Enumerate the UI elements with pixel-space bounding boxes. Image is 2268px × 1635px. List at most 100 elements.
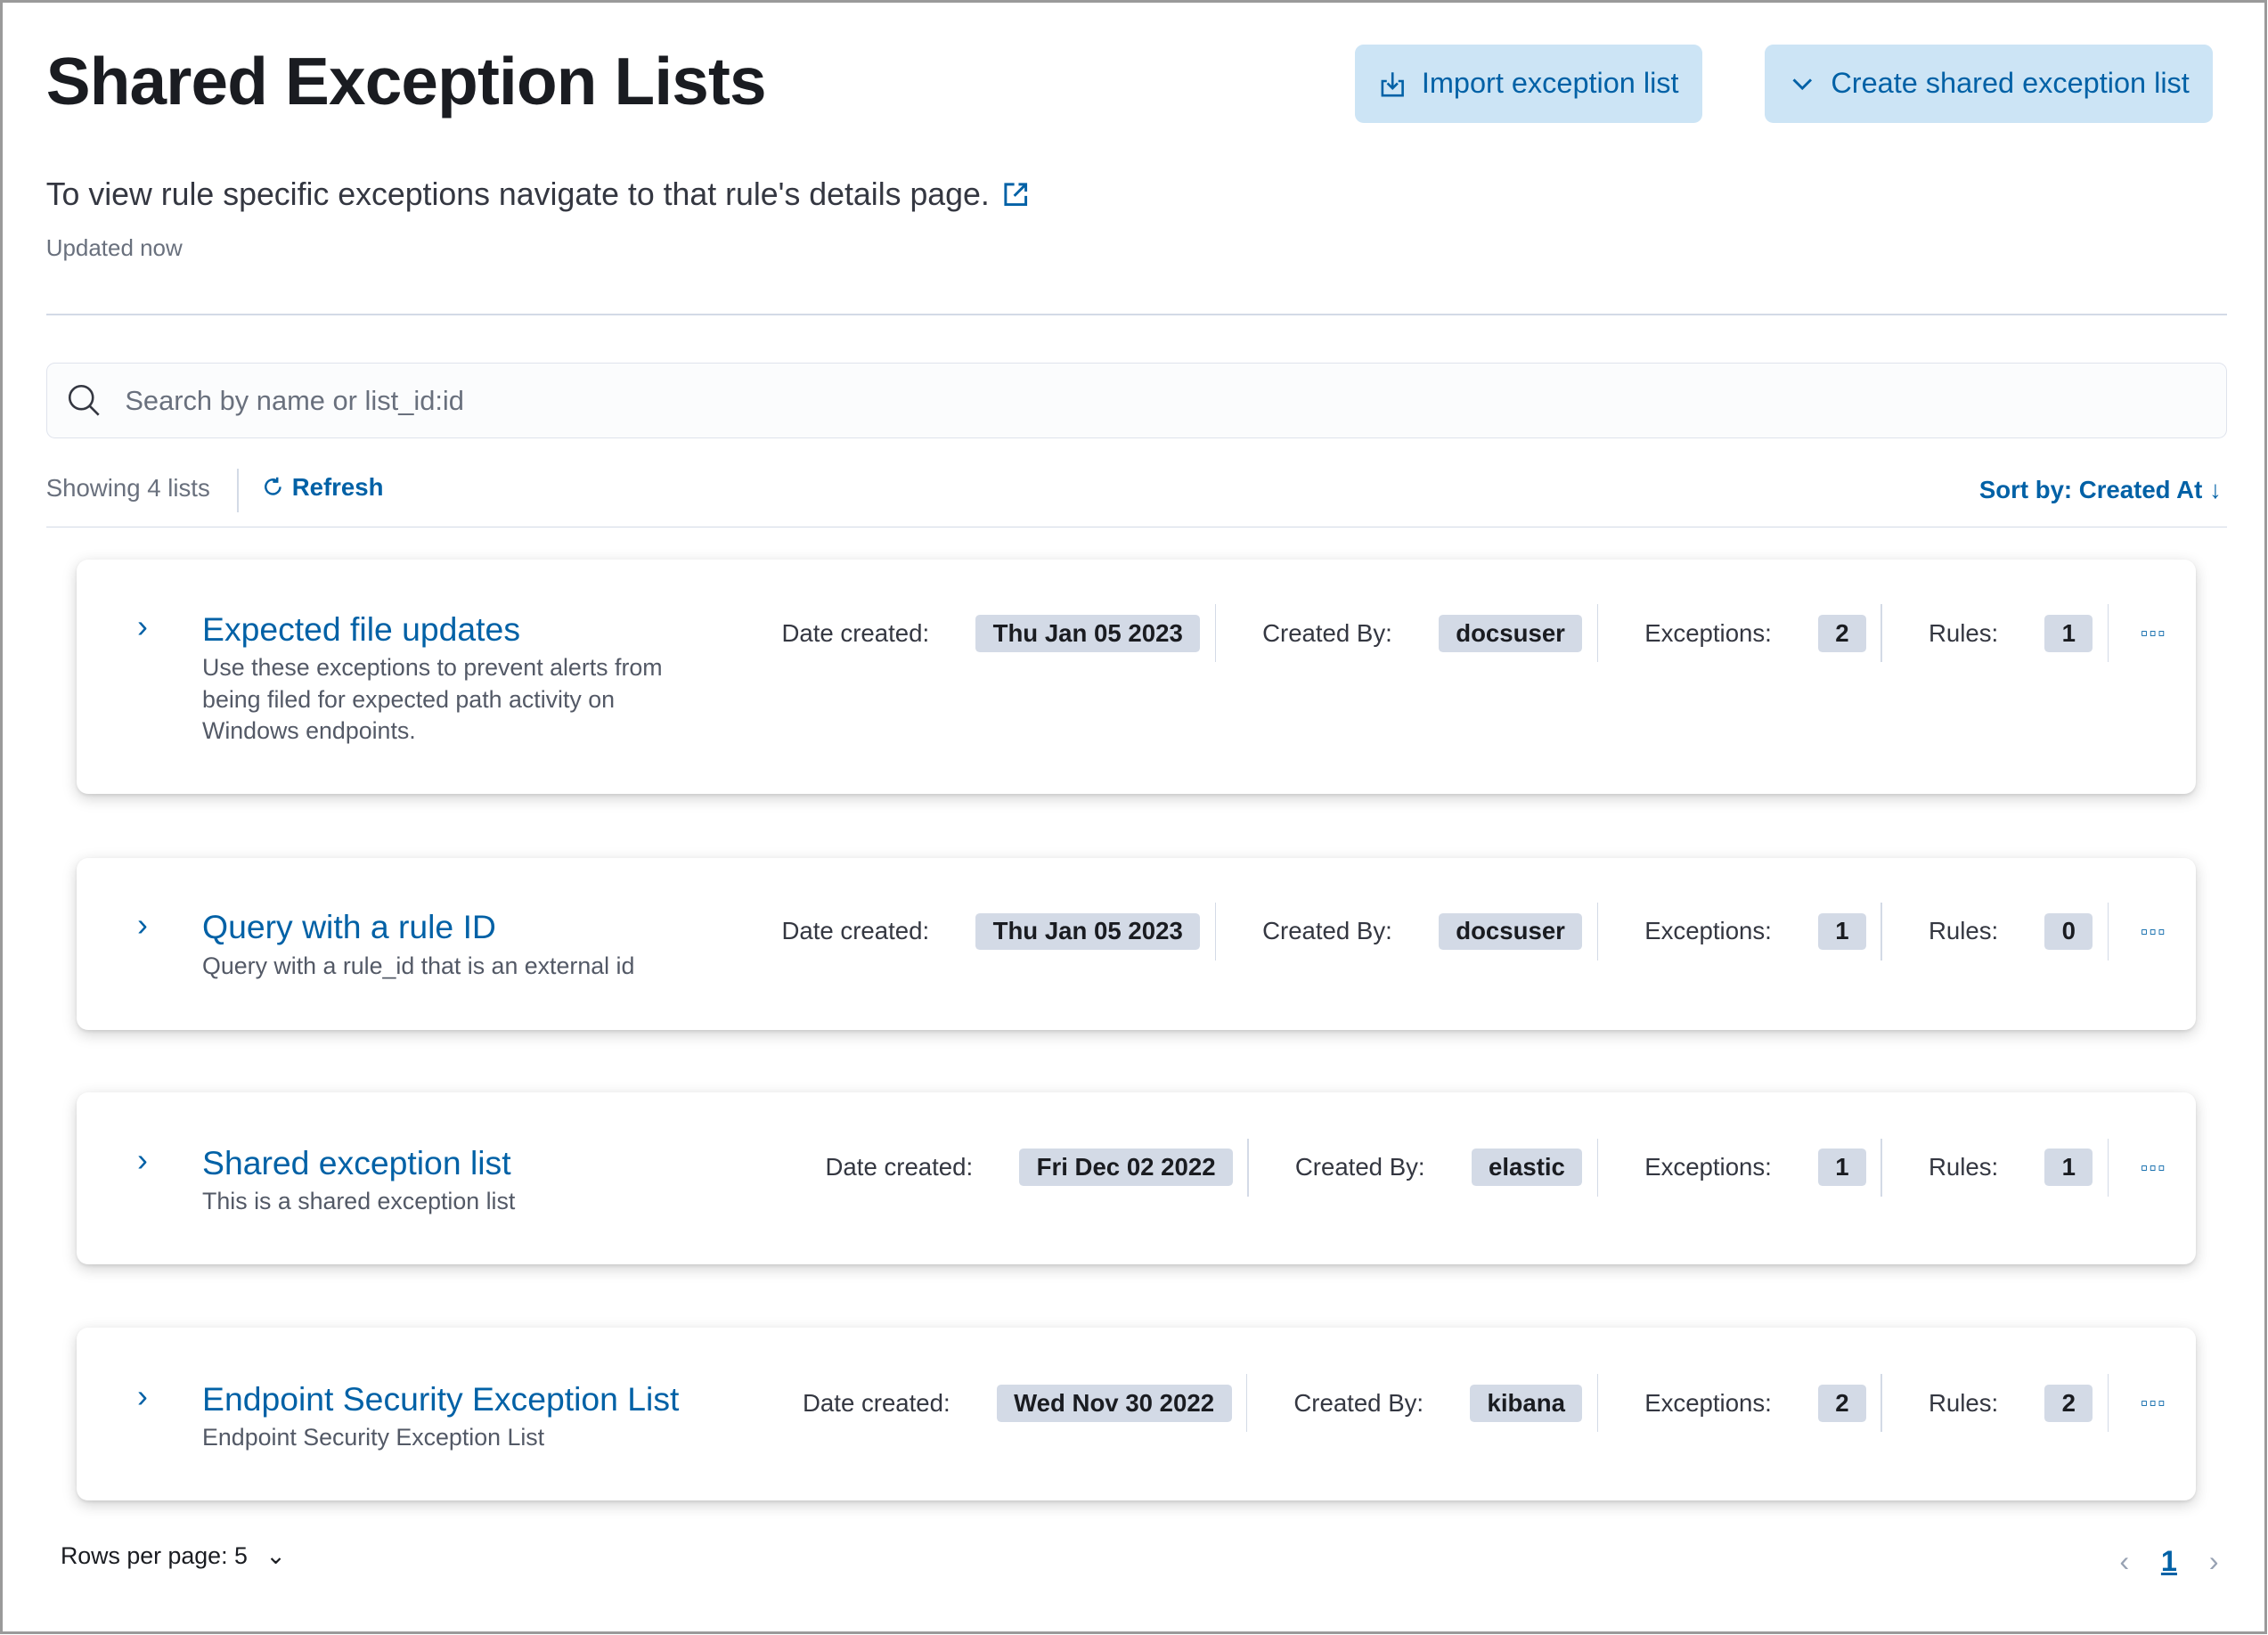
search-input[interactable] <box>122 382 2227 419</box>
created-by-label: Created By: <box>1262 618 1392 647</box>
rows-per-page-selector[interactable]: Rows per page: 5 ⌄ <box>61 1542 286 1570</box>
refresh-icon <box>265 478 281 495</box>
next-page-icon[interactable]: › <box>2208 1544 2219 1577</box>
divider <box>1214 604 1217 663</box>
exceptions-label: Exceptions: <box>1644 618 1772 647</box>
date-created-badge: Wed Nov 30 2022 <box>996 1384 1232 1422</box>
divider <box>2107 1138 2109 1197</box>
created-by-badge: docsuser <box>1438 912 1583 951</box>
expand-chevron-icon[interactable]: › <box>136 609 148 645</box>
showing-count: Showing 4 lists <box>45 474 210 503</box>
rules-count-badge: 1 <box>2044 615 2093 652</box>
page-1-button[interactable]: 1 <box>2160 1544 2177 1577</box>
rules-label: Rules: <box>1928 1388 1999 1417</box>
divider <box>2107 902 2109 961</box>
sort-button[interactable]: Sort by: Created At ↓ <box>1978 475 2222 503</box>
list-name-link[interactable]: Expected file updates <box>202 609 520 648</box>
divider <box>1596 1138 1599 1197</box>
list-name-link[interactable]: Shared exception list <box>202 1144 511 1182</box>
divider <box>1880 902 1882 961</box>
list-description: Use these exceptions to prevent alerts f… <box>202 654 663 745</box>
exception-list-card: › Expected file updates Use these except… <box>76 560 2196 795</box>
exceptions-label: Exceptions: <box>1644 1153 1772 1181</box>
pagination: ‹ 1 › <box>2119 1545 2218 1578</box>
divider <box>45 314 2228 315</box>
rules-label: Rules: <box>1928 618 1999 647</box>
date-created-badge: Fri Dec 02 2022 <box>1019 1149 1234 1186</box>
more-actions-icon[interactable]: ▫▫▫ <box>2141 1391 2167 1415</box>
created-by-label: Created By: <box>1294 1153 1425 1181</box>
rules-label: Rules: <box>1928 1153 1999 1181</box>
exception-list-card: › Endpoint Security Exception List Endpo… <box>76 1328 2196 1500</box>
expand-chevron-icon[interactable]: › <box>136 906 148 943</box>
updated-status: Updated now <box>45 233 183 261</box>
divider <box>1880 1138 1882 1197</box>
exceptions-count-badge: 2 <box>1817 615 1867 652</box>
list-name-link[interactable]: Endpoint Security Exception List <box>202 1379 680 1418</box>
page-title: Shared Exception Lists <box>45 44 767 119</box>
divider <box>1880 604 1882 663</box>
exception-list-card: › Shared exception list This is a shared… <box>76 1091 2196 1264</box>
divider <box>1596 1374 1599 1433</box>
divider <box>1880 1374 1882 1433</box>
rules-label: Rules: <box>1928 917 1999 945</box>
date-created-label: Date created: <box>781 917 930 945</box>
import-label: Import exception list <box>1421 67 1679 100</box>
created-by-badge: kibana <box>1470 1384 1583 1422</box>
date-created-label: Date created: <box>803 1388 950 1417</box>
refresh-button[interactable]: Refresh <box>263 473 383 502</box>
date-created-label: Date created: <box>781 618 930 647</box>
exceptions-label: Exceptions: <box>1644 1388 1772 1417</box>
previous-page-icon[interactable]: ‹ <box>2119 1544 2130 1577</box>
exceptions-count-badge: 1 <box>1817 1149 1867 1186</box>
divider <box>1245 1374 1248 1433</box>
date-created-label: Date created: <box>825 1153 974 1181</box>
more-actions-icon[interactable]: ▫▫▫ <box>2141 919 2167 943</box>
chevron-down-icon <box>1792 78 1812 90</box>
rules-count-badge: 2 <box>2044 1384 2093 1422</box>
chevron-down-icon: ⌄ <box>265 1541 286 1569</box>
date-created-badge: Thu Jan 05 2023 <box>975 912 1201 951</box>
description-text: To view rule specific exceptions navigat… <box>45 176 990 212</box>
search-icon <box>69 384 101 416</box>
create-shared-exception-list-button[interactable]: Create shared exception list <box>1764 45 2213 123</box>
list-metadata: Date created: Fri Dec 02 2022 Created By… <box>825 1138 2167 1197</box>
rules-count-badge: 0 <box>2044 912 2093 951</box>
divider <box>1247 1138 1249 1197</box>
expand-chevron-icon[interactable]: › <box>136 1142 148 1179</box>
rules-count-badge: 1 <box>2044 1149 2093 1186</box>
exceptions-count-badge: 2 <box>1817 1384 1867 1422</box>
list-description: Query with a rule_id that is an external… <box>202 952 635 979</box>
list-description: Endpoint Security Exception List <box>202 1423 545 1451</box>
import-exception-list-button[interactable]: Import exception list <box>1355 45 1702 123</box>
divider <box>45 526 2228 528</box>
rows-per-page-label: Rows per page: 5 <box>60 1541 248 1569</box>
import-icon <box>1381 71 1405 97</box>
list-metadata: Date created: Thu Jan 05 2023 Created By… <box>781 604 2167 663</box>
created-by-label: Created By: <box>1293 1388 1424 1417</box>
more-actions-icon[interactable]: ▫▫▫ <box>2141 1155 2167 1179</box>
external-link-icon[interactable] <box>1001 180 1030 208</box>
divider <box>1596 902 1599 961</box>
more-actions-icon[interactable]: ▫▫▫ <box>2141 621 2167 645</box>
expand-chevron-icon[interactable]: › <box>136 1378 148 1415</box>
page-description: To view rule specific exceptions navigat… <box>46 176 1031 213</box>
created-by-badge: docsuser <box>1438 615 1583 652</box>
exceptions-label: Exceptions: <box>1644 917 1772 945</box>
created-by-badge: elastic <box>1471 1149 1583 1186</box>
exception-list-card: › Query with a rule ID Query with a rule… <box>76 857 2196 1030</box>
search-bar[interactable] <box>45 363 2228 438</box>
date-created-badge: Thu Jan 05 2023 <box>975 615 1201 652</box>
divider <box>1214 902 1217 961</box>
exceptions-count-badge: 1 <box>1817 912 1867 951</box>
list-name-link[interactable]: Query with a rule ID <box>202 908 496 946</box>
divider <box>2107 1374 2109 1433</box>
list-metadata: Date created: Thu Jan 05 2023 Created By… <box>781 902 2167 961</box>
refresh-label: Refresh <box>291 472 384 501</box>
create-label: Create shared exception list <box>1831 67 2190 100</box>
created-by-label: Created By: <box>1262 917 1392 945</box>
divider <box>2107 604 2109 663</box>
divider <box>1596 604 1599 663</box>
list-description: This is a shared exception list <box>202 1188 516 1215</box>
